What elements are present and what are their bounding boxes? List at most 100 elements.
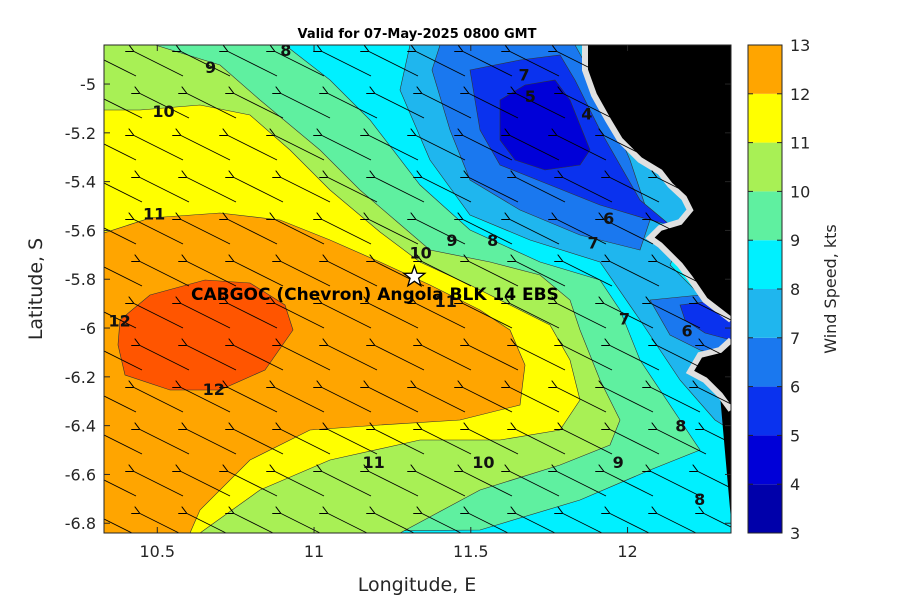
wind-arrow (650, 387, 701, 413)
wind-arrow (327, 261, 378, 287)
wind-arrow (104, 518, 133, 533)
wind-arrow (468, 93, 519, 119)
wind-arrow (104, 350, 143, 371)
wind-arrow (327, 429, 378, 455)
site-label: CABGOC (Chevron) Angola BLK 14 EBS (191, 285, 559, 305)
wind-arrow (515, 345, 566, 371)
wind-arrow (656, 429, 707, 455)
wind-arrow (703, 513, 731, 528)
wind-arrow (368, 471, 419, 497)
wind-arrow (562, 261, 613, 287)
wind-arrow (233, 513, 274, 533)
colorbar-tick-label: 4 (790, 475, 800, 494)
wind-arrow (468, 177, 519, 203)
wind-arrow (133, 303, 184, 329)
y-tick-label: -5.6 (65, 221, 96, 240)
contour-label: 11 (143, 204, 165, 223)
y-tick-label: -6.6 (65, 465, 96, 484)
colorbar-tick-label: 8 (790, 280, 800, 299)
contour-label: 9 (446, 231, 457, 250)
wind-arrow (374, 345, 425, 371)
wind-arrow (104, 479, 137, 497)
y-tick-label: -5.8 (65, 270, 96, 289)
wind-arrow (180, 51, 231, 77)
wind-arrow (603, 303, 654, 329)
wind-arrow (515, 93, 566, 119)
contour-label: 4 (581, 104, 592, 123)
wind-arrow (374, 429, 425, 455)
wind-arrow (656, 93, 707, 119)
wind-arrow (186, 429, 237, 455)
wind-arrow (556, 471, 607, 497)
colorbar-tick-label: 3 (790, 524, 800, 543)
wind-arrow (421, 177, 472, 203)
contour-label: 8 (280, 41, 291, 60)
wind-arrow (562, 93, 613, 119)
wind-arrow (509, 219, 560, 245)
wind-arrow (180, 135, 231, 161)
wind-arrow (609, 261, 660, 287)
wind-arrow (462, 219, 513, 245)
wind-arrow (421, 513, 462, 533)
wind-arrow (180, 387, 231, 413)
wind-arrow (603, 51, 654, 77)
wind-arrow (462, 51, 513, 77)
wind-arrow (509, 471, 560, 497)
wind-arrow (104, 98, 143, 119)
wind-arrow (186, 513, 227, 533)
wind-arrow (227, 471, 278, 497)
wind-arrow (468, 429, 519, 455)
wind-arrow (104, 434, 143, 455)
wind-vector-field (104, 51, 731, 533)
wind-arrow (562, 429, 613, 455)
wind-arrow (374, 177, 425, 203)
x-axis: 10.5 11 11.5 12 (139, 45, 638, 561)
wind-arrow (180, 471, 231, 497)
wind-arrow (368, 219, 419, 245)
wind-arrow (274, 219, 325, 245)
wind-arrow (280, 177, 331, 203)
wind-arrow (274, 471, 325, 497)
wind-arrow (656, 513, 697, 533)
wind-arrow (697, 135, 731, 153)
wind-arrow (697, 51, 731, 69)
wind-arrow (104, 227, 137, 245)
y-tick-label: -5 (80, 75, 96, 94)
wind-arrow (603, 471, 654, 497)
wind-arrow (415, 51, 466, 77)
wind-arrow (468, 345, 519, 371)
contour-label: 6 (603, 209, 614, 228)
contour-label: 5 (525, 87, 536, 106)
wind-arrow (415, 471, 466, 497)
wind-arrow (650, 219, 701, 245)
wind-arrow (609, 513, 650, 533)
wind-arrow (321, 387, 372, 413)
colorbar-band (748, 142, 782, 192)
wind-arrow (104, 59, 137, 77)
wind-arrow (321, 135, 372, 161)
colorbar-tick-label: 5 (790, 426, 800, 445)
wind-arrow (697, 387, 731, 405)
contour-label: 6 (682, 321, 693, 340)
y-tick-label: -6 (80, 319, 96, 338)
wind-arrow (233, 93, 284, 119)
colorbar-tick-label: 13 (790, 36, 810, 55)
wind-arrow (374, 93, 425, 119)
wind-arrow (139, 93, 190, 119)
wind-arrow (697, 303, 731, 321)
wind-arrow (133, 471, 184, 497)
wind-arrow (321, 471, 372, 497)
wind-arrow (327, 513, 368, 533)
contour-label: 8 (694, 490, 705, 509)
colorbar-tick-label: 11 (790, 134, 810, 153)
wind-arrow (703, 345, 731, 360)
y-axis-title: Latitude, S (25, 238, 47, 340)
wind-arrow (556, 135, 607, 161)
colorbar-label: Wind Speed, kts (821, 224, 840, 354)
contour-label: 12 (203, 380, 225, 399)
wind-arrow (703, 261, 731, 276)
colorbar-band (748, 337, 782, 387)
wind-arrow (656, 345, 707, 371)
wind-arrow (104, 143, 137, 161)
wind-arrow (562, 345, 613, 371)
